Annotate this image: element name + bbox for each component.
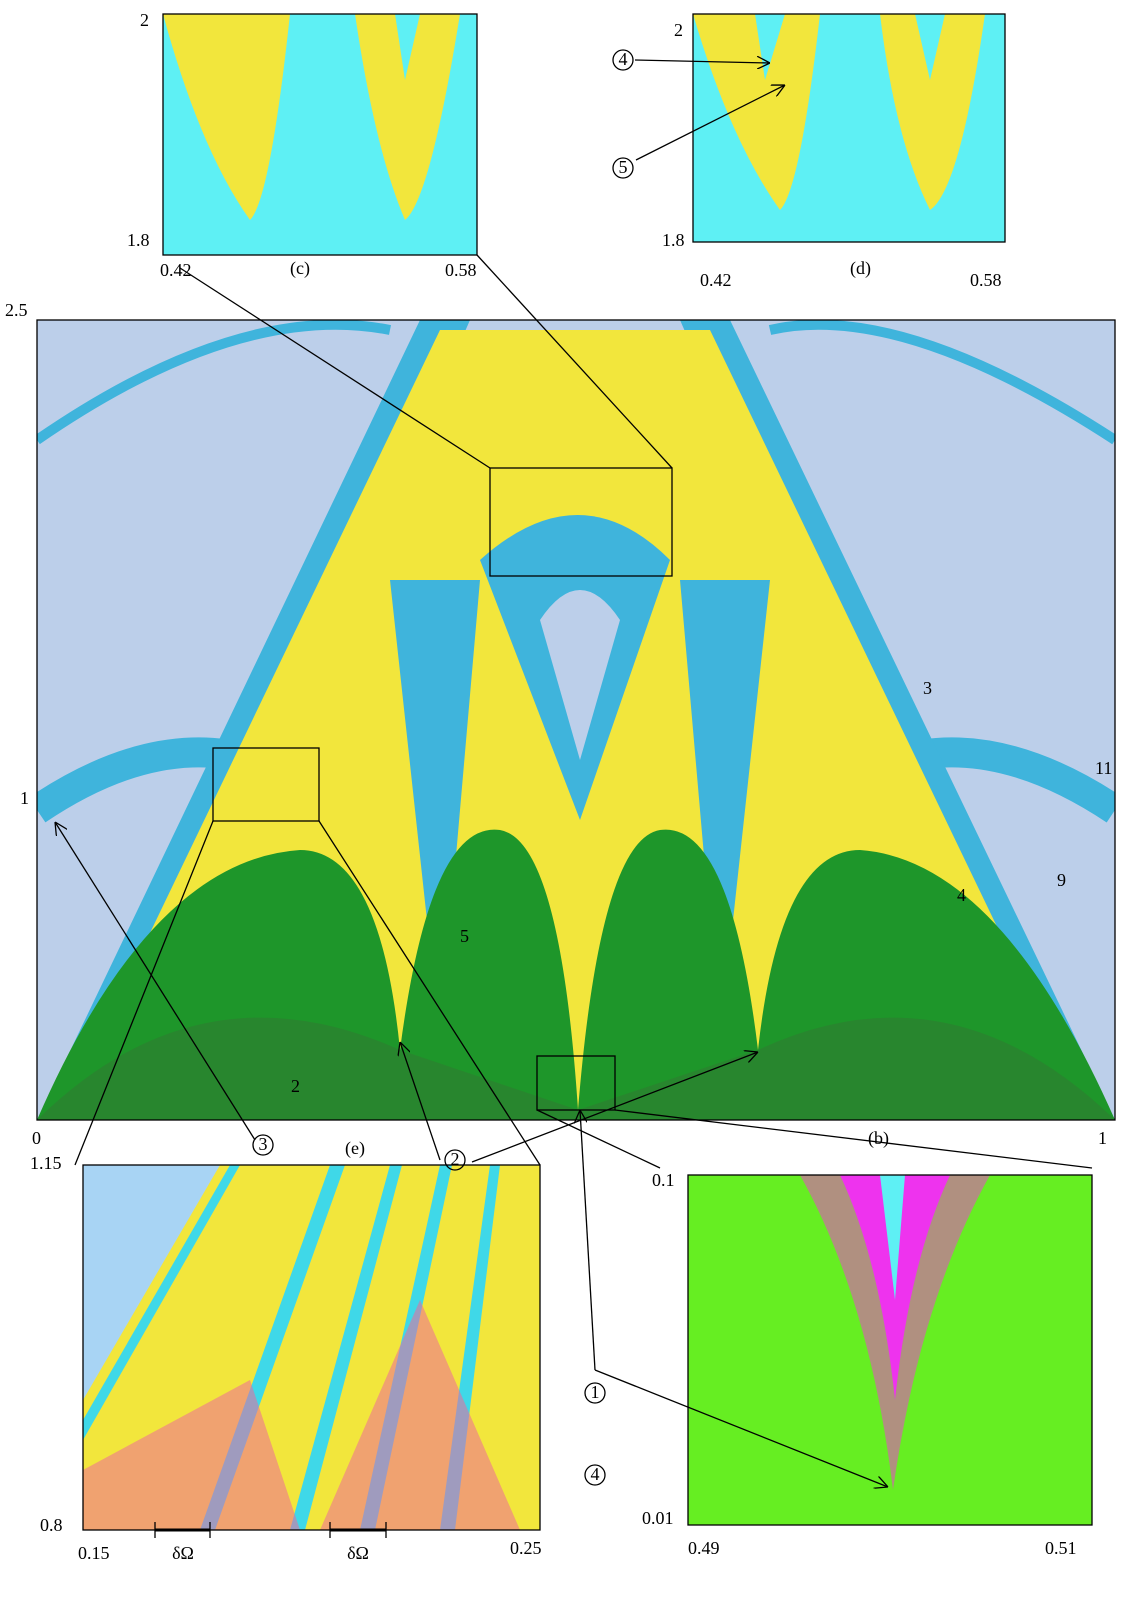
inset-d-frame [692, 13, 1006, 243]
region-label: 4 [957, 885, 966, 905]
axis-label: 0.51 [1045, 1538, 1077, 1558]
region-label: 3 [923, 678, 932, 698]
inset-b-plot [688, 1175, 1092, 1525]
axis-label: 0.42 [700, 270, 732, 290]
axis-label: 1.8 [127, 230, 150, 250]
axis-label: 0.49 [688, 1538, 720, 1558]
region-label: 5 [460, 926, 469, 946]
marker-number: 4 [591, 1464, 600, 1484]
inset-c-frame [162, 13, 478, 256]
axis-label: 1.15 [30, 1153, 62, 1173]
marker-circles [252, 49, 634, 1486]
region-label: 11 [1095, 758, 1112, 778]
axis-label: 2 [140, 10, 149, 30]
axis-label: 0.25 [510, 1538, 542, 1558]
main-plot [37, 320, 1115, 1120]
zoom-box [212, 747, 320, 822]
interval-label: δΩ [347, 1543, 369, 1563]
inset-d-plot [693, 14, 1005, 242]
axis-label: 0 [32, 1128, 41, 1148]
axis-label: 2 [674, 20, 683, 40]
axis-label: 1 [1098, 1128, 1107, 1148]
axis-label: 0.58 [445, 260, 477, 280]
axis-label: 0.15 [78, 1543, 110, 1563]
axis-label: 1 [20, 788, 29, 808]
region-label: 2 [291, 1076, 300, 1096]
marker-number: 3 [259, 1134, 268, 1154]
axis-label: 0.1 [652, 1170, 675, 1190]
axis-label: 0.58 [970, 270, 1002, 290]
caption: (b) [868, 1128, 889, 1149]
axis-label: 0.8 [40, 1515, 63, 1535]
caption: (d) [850, 258, 871, 279]
interval-label: δΩ [172, 1543, 194, 1563]
region-label: 9 [1057, 870, 1066, 890]
marker-number: 5 [619, 157, 628, 177]
inset-e-plot [83, 1165, 540, 1530]
marker-number: 4 [619, 49, 628, 69]
inset-c-plot [163, 14, 477, 255]
axis-label: 0.42 [160, 260, 192, 280]
marker-number: 2 [451, 1149, 460, 1169]
marker-number: 1 [591, 1382, 600, 1402]
labels: 2.5 1 0 1 3 11 4 9 5 2 (c) 2 1.8 0.42 0.… [5, 10, 1112, 1563]
connectors [55, 60, 1093, 1538]
inset-b-frame [687, 1174, 1093, 1526]
inset-e-frame [82, 1164, 541, 1531]
caption: (e) [345, 1138, 365, 1159]
caption: (c) [290, 258, 310, 279]
zoom-box [489, 467, 673, 577]
axis-label: 1.8 [662, 230, 685, 250]
axis-label: 0.01 [642, 1508, 674, 1528]
axis-label: 2.5 [5, 300, 28, 320]
